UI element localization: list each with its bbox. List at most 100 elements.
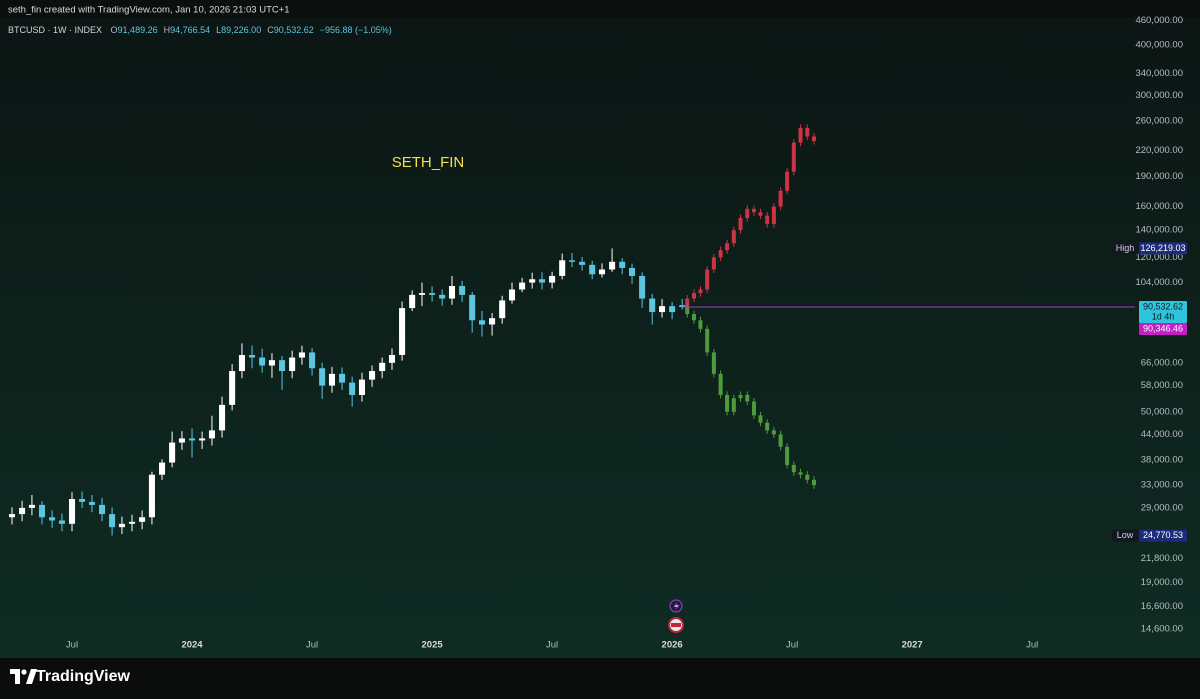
price-label: High 126,219.03 [1112,242,1187,255]
candle-body [529,279,536,283]
candle-body [508,289,516,301]
candle-body [805,127,810,137]
candle-body [811,136,817,142]
candle-body [579,261,586,265]
candle-body [691,293,696,299]
candle-body [705,328,710,353]
x-tick-label: 2024 [181,640,203,651]
axes: 460,000.00 400,000.00 340,000.00 300,000.00… [66,15,1187,651]
candle-body [219,404,226,431]
candle-body [738,217,743,231]
price-label-box [1139,529,1187,542]
candle-body [409,294,416,309]
candle-body [711,352,716,374]
candle-body [178,438,185,443]
event-icon-glyph [671,623,681,627]
candle-body [738,394,743,399]
x-tick-label: Jul [66,640,78,651]
y-tick-label: 16,600.00 [1141,601,1183,612]
y-tick-label: 21,800.00 [1141,553,1183,564]
candle-body [88,501,95,505]
candle-body [731,230,736,244]
y-tick-label: 38,000.00 [1141,455,1183,466]
candle-body [448,286,456,299]
candle-body [711,257,716,270]
candle-body [418,293,426,295]
candle-body [609,261,616,270]
candle-body [38,504,46,518]
candle-body [349,382,356,395]
candle-body [771,430,776,435]
ohlc-key: L [216,25,221,35]
candle-body [751,208,756,213]
candle-body [639,275,646,299]
candle-body [765,215,770,224]
candle-body [669,306,676,313]
candle-body [249,354,256,358]
ohlc-value: 94,766.54 [170,25,210,35]
candle-body [765,422,770,431]
symbol-header: BTCUSD · 1W · INDEX O91,489.26 H94,766.54… [8,25,392,35]
ohlc-value: 91,489.26 [118,25,158,35]
event-icons [668,599,684,633]
candle-body [798,472,803,475]
price-label-box [1139,242,1187,255]
candle-body [725,243,730,251]
candle-body [679,305,686,308]
candle-body [98,504,106,515]
y-tick-label: 14,600.00 [1141,623,1183,634]
brand-logo: TradingView [10,668,131,685]
candle-body [259,357,266,366]
candle-body [745,208,750,218]
candle-body [388,354,396,363]
candle-body [778,434,783,447]
price-label: 90,346.46 [1139,323,1187,336]
x-tick-label: 2027 [902,640,923,651]
candle-body [298,352,305,358]
candle-body [279,360,286,372]
candle-body [189,438,196,441]
candle-body [659,306,666,313]
candle-body [109,514,116,528]
candle-body [8,514,16,518]
candle-body [268,360,275,366]
candle-body [369,371,376,380]
candle-body [399,308,406,355]
x-tick-label: 2025 [422,640,444,651]
price-label-value: 24,770.53 [1143,530,1183,540]
ohlc-key: C [267,25,274,35]
candle-body [731,398,736,412]
symbol: BTCUSD · 1W · INDEX [8,25,102,35]
price-label: Low 24,770.53 [1112,529,1187,542]
candle-body [805,474,810,480]
candle-body [559,260,566,276]
candle-body [685,298,690,308]
y-tick-label: 460,000.00 [1135,15,1183,26]
logo-mark [21,669,27,675]
candle-body [519,282,526,290]
candle-body [19,507,26,515]
y-tick-label: 300,000.00 [1135,90,1183,101]
candle-body [469,294,476,321]
candle-body [791,464,796,473]
candle-body [238,354,245,372]
candle-body [568,260,576,262]
candle-body [379,362,386,372]
candle-body [328,373,336,386]
candle-body [549,275,556,283]
candle-body [439,294,446,299]
ohlc-key: O [111,25,118,35]
candle-body [339,373,346,383]
chart-background [0,0,1200,658]
candle-body [289,357,296,372]
candle-body [319,368,326,386]
candle-body [811,479,817,486]
y-tick-label: 260,000.00 [1135,115,1183,126]
candle-body [691,314,696,321]
candle-body [429,293,436,295]
y-tick-label: 58,000.00 [1141,380,1183,391]
candle-body [68,499,76,524]
candle-body [459,286,466,295]
candle-body [725,394,730,412]
price-label-tag-bg [1112,529,1139,542]
